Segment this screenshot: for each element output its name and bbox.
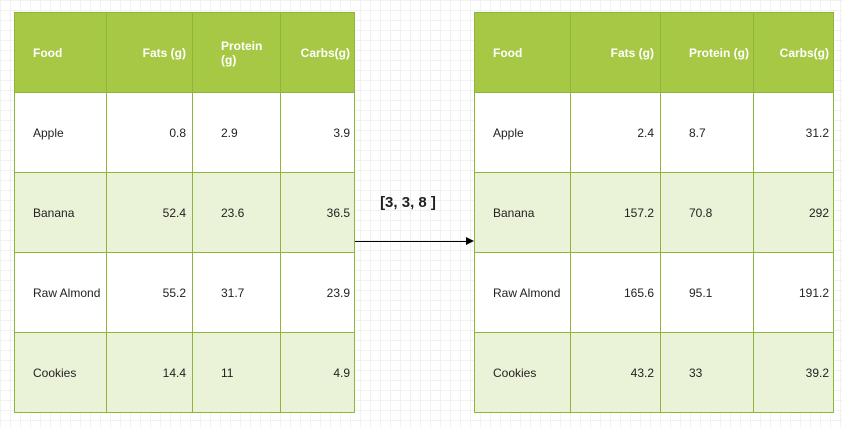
table-row: Apple 0.8 2.9 3.9 [14, 92, 355, 173]
header-row: Food Fats (g) Protein (g) Carbs(g) [474, 12, 834, 93]
cell-food: Raw Almond [474, 252, 571, 333]
table-row: Cookies 43.2 33 39.2 [474, 332, 834, 413]
cell-protein: 33 [660, 332, 754, 413]
cell-protein: 2.9 [192, 92, 281, 173]
cell-carbs: 31.2 [753, 92, 834, 173]
cell-food: Banana [14, 172, 107, 253]
header-food: Food [474, 12, 571, 93]
cell-food: Raw Almond [14, 252, 107, 333]
table-row: Raw Almond 165.6 95.1 191.2 [474, 252, 834, 333]
cell-carbs: 4.9 [280, 332, 355, 413]
input-table: Food Fats (g) Protein (g) Carbs(g) Apple… [14, 12, 355, 413]
header-fats: Fats (g) [106, 12, 193, 93]
cell-protein: 95.1 [660, 252, 754, 333]
table-row: Banana 157.2 70.8 292 [474, 172, 834, 253]
cell-carbs: 36.5 [280, 172, 355, 253]
multiplier-label: [3, 3, 8 ] [380, 194, 436, 211]
cell-fats: 165.6 [570, 252, 661, 333]
table-row: Apple 2.4 8.7 31.2 [474, 92, 834, 173]
cell-carbs: 23.9 [280, 252, 355, 333]
cell-carbs: 292 [753, 172, 834, 253]
cell-fats: 2.4 [570, 92, 661, 173]
cell-food: Cookies [14, 332, 107, 413]
cell-protein: 70.8 [660, 172, 754, 253]
cell-fats: 157.2 [570, 172, 661, 253]
header-fats: Fats (g) [570, 12, 661, 93]
cell-protein: 31.7 [192, 252, 281, 333]
cell-carbs: 39.2 [753, 332, 834, 413]
arrow-head-icon [466, 237, 474, 245]
cell-fats: 14.4 [106, 332, 193, 413]
cell-protein: 8.7 [660, 92, 754, 173]
cell-carbs: 191.2 [753, 252, 834, 333]
cell-fats: 52.4 [106, 172, 193, 253]
table-row: Raw Almond 55.2 31.7 23.9 [14, 252, 355, 333]
cell-food: Apple [14, 92, 107, 173]
header-carbs: Carbs(g) [753, 12, 834, 93]
table-row: Cookies 14.4 11 4.9 [14, 332, 355, 413]
header-food: Food [14, 12, 107, 93]
cell-food: Cookies [474, 332, 571, 413]
header-row: Food Fats (g) Protein (g) Carbs(g) [14, 12, 355, 93]
cell-protein: 11 [192, 332, 281, 413]
output-table: Food Fats (g) Protein (g) Carbs(g) Apple… [474, 12, 834, 413]
cell-fats: 55.2 [106, 252, 193, 333]
cell-food: Banana [474, 172, 571, 253]
header-carbs: Carbs(g) [280, 12, 355, 93]
header-protein: Protein (g) [660, 12, 754, 93]
cell-food: Apple [474, 92, 571, 173]
cell-fats: 0.8 [106, 92, 193, 173]
table-row: Banana 52.4 23.6 36.5 [14, 172, 355, 253]
cell-protein: 23.6 [192, 172, 281, 253]
arrow-connector [355, 241, 470, 242]
cell-fats: 43.2 [570, 332, 661, 413]
cell-carbs: 3.9 [280, 92, 355, 173]
header-protein: Protein (g) [192, 12, 281, 93]
